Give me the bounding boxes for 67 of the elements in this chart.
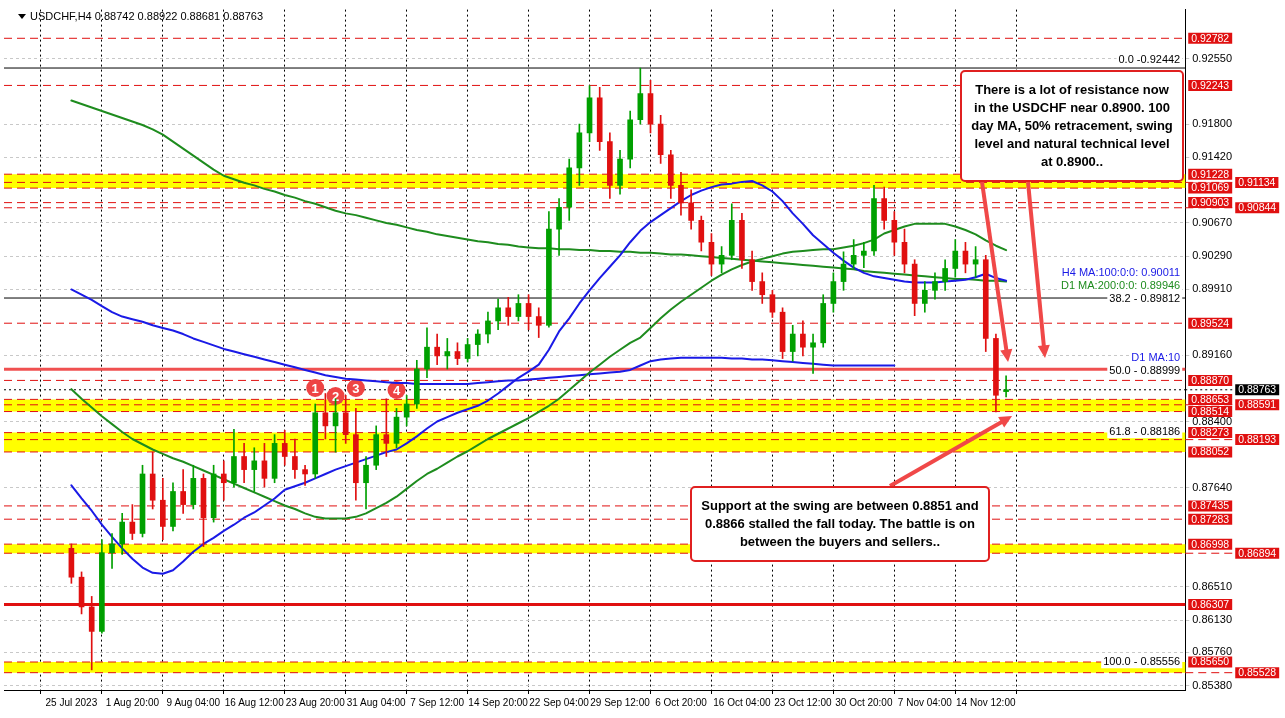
x-tick-label: 23 Oct 12:00: [774, 696, 832, 708]
y-tick-label: 0.87640: [1192, 481, 1232, 494]
y-tick-label: 0.89160: [1192, 348, 1232, 361]
x-tick-label: 14 Nov 12:00: [956, 696, 1016, 708]
text: D1 MA:10: [1131, 350, 1181, 363]
x-tick-label: 29 Sep 12:00: [590, 696, 651, 708]
chart-title: USDCHF,H4 0.88742 0.88922 0.88681 0.88763: [30, 10, 264, 22]
y-tick-label: 0.85380: [1192, 678, 1232, 691]
annotation: 61.8 - 0.88186: [1109, 425, 1181, 438]
y-tick-label: 0.91420: [1192, 150, 1232, 163]
x-tick-label: 23 Aug 20:00: [285, 696, 346, 708]
ref-line-label: 0.89524: [1191, 316, 1230, 329]
x-tick-label: 7 Sep 12:00: [410, 696, 465, 708]
ref-line-label: 0.88763: [1238, 383, 1277, 396]
y-tick-label: 0.90670: [1192, 216, 1232, 229]
ref-line-label: 0.87283: [1191, 512, 1230, 525]
ref-line-label: 0.88193: [1238, 433, 1277, 446]
annotation: 50.0 - 0.88999: [1109, 363, 1181, 376]
annotation: 1: [311, 380, 319, 396]
ref-line-label: 0.91069: [1191, 181, 1230, 194]
x-tick-label: 6 Oct 20:00: [655, 696, 708, 708]
text: D1 MA:200:0:0: 0.89946: [1060, 278, 1181, 291]
annotation: There is a lot of resistance now in the USDCHF near 0.8900. 100 day MA, 50% retracement, swing level and natural technical level at 0.8900..: [960, 70, 1184, 182]
ref-line-label: 0.92243: [1191, 78, 1230, 91]
ref-line-label: 0.88870: [1191, 373, 1230, 386]
ref-line-label: 0.90844: [1238, 201, 1277, 214]
ref-line-label: 0.90903: [1191, 196, 1230, 208]
ref-line-label: 0.87435: [1191, 499, 1230, 512]
ref-line-label: 0.85528: [1238, 666, 1277, 679]
ref-line-label: 0.88052: [1191, 445, 1230, 458]
x-tick-label: 16 Aug 12:00: [224, 696, 285, 708]
ref-line-label: 0.91228: [1191, 167, 1230, 180]
ref-line-label: 0.86998: [1191, 537, 1230, 550]
x-tick-label: 25 Jul 2023: [45, 696, 98, 708]
y-tick-label: 0.92550: [1192, 51, 1232, 64]
ref-line-label: 0.86307: [1191, 597, 1230, 610]
annotation: Support at the swing are between 0.8851 and 0.8866 stalled the fall today. The battle is on between the buyers and sellers..: [690, 486, 990, 562]
y-tick-label: 0.86130: [1192, 613, 1232, 626]
ref-line-label: 0.88273: [1191, 426, 1230, 439]
y-tick-label: 0.85760: [1192, 645, 1232, 658]
ref-line-label: 0.88514: [1191, 404, 1230, 417]
annotation: 2: [331, 388, 340, 404]
x-tick-label: 7 Nov 04:00: [897, 696, 953, 708]
annotation: 3: [352, 380, 360, 396]
x-tick-label: 1 Aug 20:00: [105, 696, 160, 708]
ref-line-label: 0.86894: [1238, 546, 1277, 559]
ref-line-label: 0.91134: [1238, 175, 1276, 188]
ref-line-label: 0.88591: [1238, 398, 1277, 411]
text: H4 MA:100:0:0: 0.90011: [1061, 265, 1181, 278]
annotation: 4: [392, 382, 401, 398]
annotation: 38.2 - 0.89812: [1109, 291, 1181, 304]
x-tick-label: 9 Aug 04:00: [166, 696, 221, 708]
ref-line-label: 0.85650: [1191, 655, 1230, 668]
ref-line-label: 0.88653: [1191, 392, 1230, 405]
y-tick-label: 0.86510: [1192, 579, 1232, 592]
x-tick-label: 30 Oct 20:00: [835, 696, 893, 708]
x-tick-label: 16 Oct 04:00: [713, 696, 771, 708]
x-tick-label: 14 Sep 20:00: [468, 696, 529, 708]
annotation: 0.0 -0.92442: [1118, 53, 1181, 66]
x-tick-label: 22 Sep 04:00: [529, 696, 590, 708]
y-tick-label: 0.91800: [1192, 117, 1232, 130]
y-tick-label: 0.89910: [1192, 282, 1232, 295]
x-tick-label: 31 Aug 04:00: [346, 696, 407, 708]
ref-line-label: 0.92782: [1191, 31, 1230, 44]
y-tick-label: 0.88400: [1192, 414, 1232, 427]
annotation: 100.0 - 0.85556: [1103, 655, 1181, 668]
y-tick-label: 0.90290: [1192, 249, 1232, 262]
